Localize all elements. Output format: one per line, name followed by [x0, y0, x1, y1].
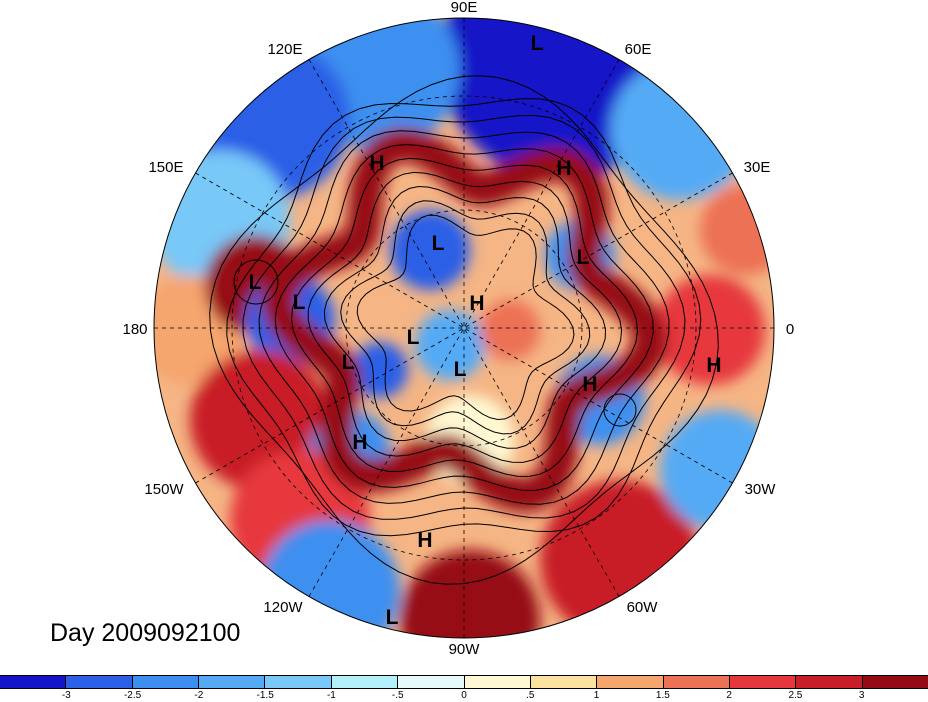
- colorbar-tick-label: -1: [326, 690, 336, 701]
- colorbar-cell: [796, 676, 863, 688]
- colorbar-tick-label: 0: [461, 690, 467, 701]
- colorbar-tick-label: -2: [194, 690, 204, 701]
- low-pressure-label: L: [454, 358, 467, 381]
- colorbar-tick-label: -2.5: [123, 690, 142, 701]
- longitude-label: 30W: [745, 481, 777, 498]
- longitude-label: 120W: [263, 599, 303, 616]
- colorbar-cell: [265, 676, 332, 688]
- colorbar-cell: [398, 676, 465, 688]
- date-title: Day 2009092100: [50, 619, 241, 647]
- longitude-label: 60E: [625, 41, 652, 58]
- pressure-center-labels: L H H L L L L H L L L H H H H L: [249, 32, 722, 629]
- colorbar-tick-label: .5: [526, 690, 535, 701]
- colorbar-cell: [597, 676, 664, 688]
- colorbar-cell: [132, 676, 200, 688]
- low-pressure-label: L: [293, 291, 306, 314]
- colorbar-cell: [66, 676, 133, 688]
- colorbar-tick-label: -.5: [391, 690, 404, 701]
- high-pressure-label: H: [469, 292, 484, 315]
- colorbar-tick-label: -3: [61, 690, 71, 701]
- longitude-label: 60W: [627, 599, 659, 616]
- anomaly-field: [154, 18, 774, 638]
- longitude-label: 90W: [449, 641, 481, 658]
- low-pressure-label: L: [432, 232, 445, 255]
- longitude-label: 30E: [744, 159, 771, 176]
- high-pressure-label: H: [369, 152, 384, 175]
- high-pressure-label: H: [582, 373, 597, 396]
- high-pressure-label: H: [417, 529, 432, 552]
- low-pressure-label: L: [342, 351, 355, 374]
- colorbar-tick-label: 2.5: [788, 690, 803, 701]
- colorbar-cell: [729, 676, 797, 688]
- colorbar-tick-label: 3: [858, 690, 865, 701]
- high-pressure-label: H: [706, 354, 721, 377]
- low-pressure-label: L: [531, 32, 544, 55]
- longitude-labels: 90E 60E 30E 0 30W 60W 90W 120W 150W 180 150E 120E: [122, 0, 794, 658]
- high-pressure-label: H: [556, 157, 571, 180]
- high-pressure-label: H: [352, 431, 367, 454]
- colorbar-cell: [663, 676, 730, 688]
- colorbar-tick-label: -1.5: [256, 690, 274, 701]
- longitude-label: 120E: [267, 41, 302, 58]
- low-pressure-label: L: [407, 326, 420, 349]
- low-pressure-label: L: [249, 271, 262, 294]
- longitude-label: 90E: [451, 0, 478, 16]
- longitude-label: 150E: [148, 159, 183, 176]
- colorbar-cell: [331, 676, 399, 688]
- colorbar: [0, 675, 928, 689]
- colorbar-labels: -3 -2.5 -2 -1.5 -1 -.5 0 .5 1 1.5 2 2.5 3: [0, 690, 928, 702]
- colorbar-cell: [530, 676, 598, 688]
- colorbar-cell: [0, 676, 67, 688]
- colorbar-cell: [464, 676, 531, 688]
- longitude-label: 0: [786, 321, 794, 338]
- low-pressure-label: L: [386, 606, 399, 629]
- colorbar-cell: [199, 676, 266, 688]
- colorbar-cell: [862, 676, 928, 688]
- colorbar-tick-label: 1.5: [655, 690, 670, 701]
- map-boundary: [153, 17, 775, 639]
- colorbar-tick-label: 1: [593, 690, 600, 701]
- low-pressure-label: L: [577, 246, 590, 269]
- longitude-label: 150W: [144, 481, 184, 498]
- colorbar-tick-label: 2: [726, 690, 732, 701]
- longitude-label: 180: [122, 321, 147, 338]
